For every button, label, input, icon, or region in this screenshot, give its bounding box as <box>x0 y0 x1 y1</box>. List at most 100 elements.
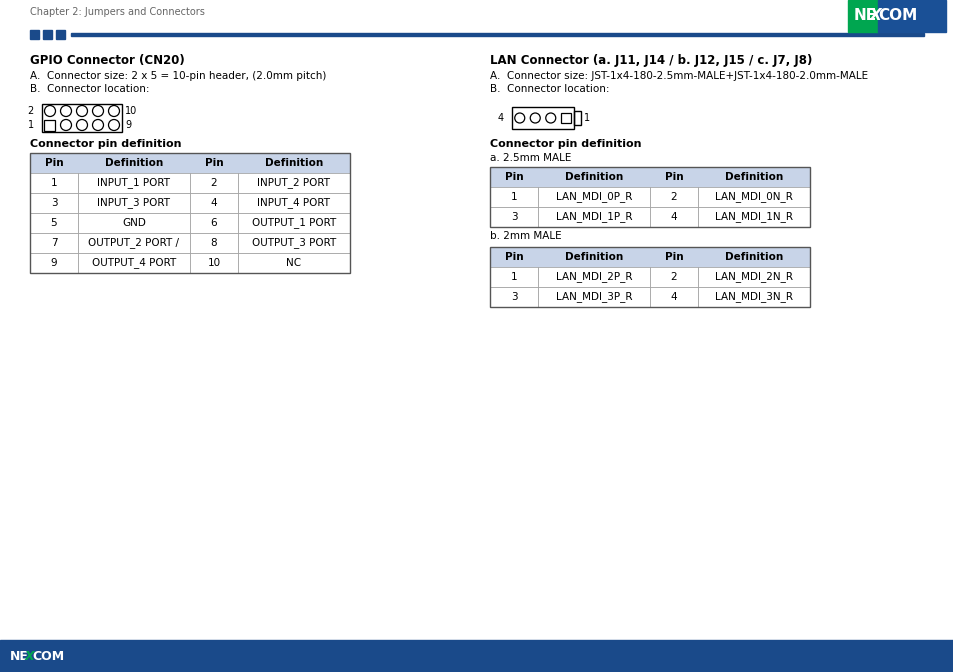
Text: NE: NE <box>10 650 29 663</box>
Bar <box>537 207 649 227</box>
Bar <box>237 153 350 173</box>
Bar <box>649 287 698 307</box>
Bar <box>78 173 190 193</box>
Text: OUTPUT_3 PORT: OUTPUT_3 PORT <box>252 237 335 249</box>
Text: B.  Connector location:: B. Connector location: <box>30 84 150 94</box>
Bar <box>0 640 953 672</box>
Bar <box>190 173 237 193</box>
Bar <box>537 247 649 267</box>
Bar <box>30 30 39 39</box>
Text: INPUT_1 PORT: INPUT_1 PORT <box>97 177 171 188</box>
Text: LAN Connector (a. J11, J14 / b. J12, J15 / c. J7, J8): LAN Connector (a. J11, J14 / b. J12, J15… <box>490 54 812 67</box>
Text: LAN_MDI_3N_R: LAN_MDI_3N_R <box>714 292 792 302</box>
Text: LAN_MDI_2N_R: LAN_MDI_2N_R <box>714 271 792 282</box>
Bar <box>649 247 698 267</box>
Bar <box>190 193 237 213</box>
Text: 2: 2 <box>211 178 217 188</box>
Text: 1: 1 <box>510 272 517 282</box>
Text: Definition: Definition <box>724 172 782 182</box>
Bar <box>537 287 649 307</box>
Bar <box>71 33 923 36</box>
Text: LAN_MDI_1N_R: LAN_MDI_1N_R <box>714 212 792 222</box>
Text: OUTPUT_1 PORT: OUTPUT_1 PORT <box>252 218 335 228</box>
Text: 1: 1 <box>51 178 57 188</box>
Text: LAN_MDI_3P_R: LAN_MDI_3P_R <box>556 292 632 302</box>
Bar <box>649 187 698 207</box>
Text: OUTPUT_2 PORT /: OUTPUT_2 PORT / <box>89 237 179 249</box>
Text: a. 2.5mm MALE: a. 2.5mm MALE <box>490 153 571 163</box>
Bar <box>30 173 78 193</box>
Text: 7: 7 <box>51 238 57 248</box>
Text: LAN_MDI_0N_R: LAN_MDI_0N_R <box>715 192 792 202</box>
Bar <box>56 30 65 39</box>
Text: 9: 9 <box>51 258 57 268</box>
Text: 2: 2 <box>670 272 677 282</box>
Text: INPUT_2 PORT: INPUT_2 PORT <box>257 177 330 188</box>
Bar <box>698 287 809 307</box>
Text: Definition: Definition <box>564 252 622 262</box>
Text: INPUT_3 PORT: INPUT_3 PORT <box>97 198 171 208</box>
Text: Pin: Pin <box>664 172 682 182</box>
Text: 10: 10 <box>207 258 220 268</box>
Bar <box>43 30 52 39</box>
Bar <box>78 253 190 273</box>
Bar <box>698 267 809 287</box>
Text: COM: COM <box>877 9 916 24</box>
Text: 1: 1 <box>510 192 517 202</box>
Text: 2: 2 <box>670 192 677 202</box>
Bar <box>45 120 55 130</box>
Text: Chapter 2: Jumpers and Connectors: Chapter 2: Jumpers and Connectors <box>30 7 205 17</box>
Bar <box>698 247 809 267</box>
Text: Definition: Definition <box>724 252 782 262</box>
Text: 4: 4 <box>670 292 677 302</box>
Bar <box>537 187 649 207</box>
Bar <box>42 104 122 132</box>
Bar <box>190 213 237 233</box>
Text: Pin: Pin <box>504 172 523 182</box>
Text: Pin: Pin <box>45 158 63 168</box>
Bar <box>490 267 537 287</box>
Text: 1: 1 <box>28 120 34 130</box>
Bar <box>30 153 78 173</box>
Bar <box>190 153 237 173</box>
Bar <box>649 207 698 227</box>
Bar <box>30 213 78 233</box>
Bar <box>237 193 350 213</box>
Bar <box>560 113 571 123</box>
Bar <box>490 287 537 307</box>
Bar <box>78 153 190 173</box>
Bar <box>78 193 190 213</box>
Text: OUTPUT_4 PORT: OUTPUT_4 PORT <box>91 257 176 268</box>
Text: X: X <box>25 650 34 663</box>
Text: LAN_MDI_2P_R: LAN_MDI_2P_R <box>556 271 632 282</box>
Text: 4: 4 <box>211 198 217 208</box>
Text: 2: 2 <box>28 106 34 116</box>
Text: 3: 3 <box>510 292 517 302</box>
Text: Definition: Definition <box>265 158 323 168</box>
Bar <box>877 0 945 32</box>
Bar <box>490 167 537 187</box>
Text: 4: 4 <box>497 113 503 123</box>
Text: COM: COM <box>32 650 64 663</box>
Bar <box>237 173 350 193</box>
Bar <box>237 253 350 273</box>
Bar <box>698 167 809 187</box>
Text: Pin: Pin <box>504 252 523 262</box>
Bar <box>649 267 698 287</box>
Bar <box>537 267 649 287</box>
Bar <box>190 253 237 273</box>
Text: b. 2mm MALE: b. 2mm MALE <box>490 231 561 241</box>
Text: 9: 9 <box>125 120 131 130</box>
Text: Connector pin definition: Connector pin definition <box>30 139 181 149</box>
Text: Definition: Definition <box>564 172 622 182</box>
Text: X: X <box>869 9 881 24</box>
Text: 10: 10 <box>125 106 137 116</box>
Bar <box>698 187 809 207</box>
Text: 1: 1 <box>583 113 590 123</box>
Text: 4: 4 <box>670 212 677 222</box>
Text: NC: NC <box>286 258 301 268</box>
Bar <box>574 112 580 124</box>
Bar <box>237 213 350 233</box>
Text: Pin: Pin <box>205 158 223 168</box>
Bar <box>30 253 78 273</box>
